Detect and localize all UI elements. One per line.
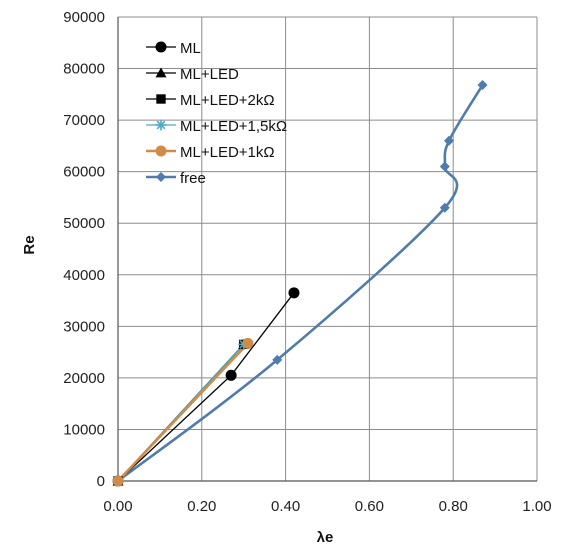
legend-label: ML	[180, 40, 201, 57]
x-tick-label: 1.00	[522, 498, 551, 515]
legend-marker	[155, 67, 167, 78]
data-point	[444, 135, 455, 146]
axes	[117, 17, 537, 482]
data-point	[112, 475, 124, 487]
y-tick-label: 30000	[63, 318, 105, 335]
legend: ML ML+LED ML+LED+2kΩ ML+LED+1,5kΩ ML+LED+1kΩ…	[146, 40, 287, 187]
series-line-ML+LED+1kΩ	[117, 342, 249, 482]
data-point	[439, 202, 450, 213]
legend-marker	[155, 145, 167, 157]
data-point	[477, 80, 488, 91]
data-point	[242, 337, 254, 349]
series-layer	[112, 80, 488, 487]
legend-marker	[155, 119, 167, 131]
y-axis-title: Re	[21, 235, 38, 254]
data-point	[439, 161, 450, 172]
tick-labels: 0.00 0.20 0.40 0.60 0.80 1.00 0 10000 20000 30000…	[63, 9, 551, 515]
legend-label: ML+LED+1kΩ	[180, 144, 275, 161]
legend-label: ML+LED+1,5kΩ	[180, 118, 287, 135]
x-axis-title: λe	[317, 529, 334, 546]
legend-marker	[156, 94, 166, 104]
data-point	[288, 287, 300, 299]
legend-label: ML+LED	[180, 66, 239, 83]
legend-marker	[156, 172, 166, 182]
x-tick-label: 0.60	[355, 498, 384, 515]
legend-label: ML+LED+2kΩ	[180, 92, 275, 109]
y-tick-label: 60000	[63, 164, 105, 181]
y-tick-label: 50000	[63, 215, 105, 232]
x-tick-label: 0.20	[187, 498, 216, 515]
x-tick-label: 0.00	[103, 498, 132, 515]
y-tick-label: 40000	[63, 267, 105, 284]
y-tick-label: 20000	[63, 370, 105, 387]
y-tick-label: 90000	[63, 9, 105, 26]
y-tick-label: 0	[97, 473, 105, 490]
y-tick-label: 80000	[63, 61, 105, 78]
x-tick-label: 0.40	[271, 498, 300, 515]
legend-label: free	[180, 170, 206, 187]
x-tick-label: 0.80	[439, 498, 468, 515]
y-tick-label: 70000	[63, 112, 105, 129]
y-tick-label: 10000	[63, 421, 105, 438]
legend-marker	[155, 41, 167, 53]
data-point	[225, 369, 237, 381]
data-point	[272, 354, 283, 365]
